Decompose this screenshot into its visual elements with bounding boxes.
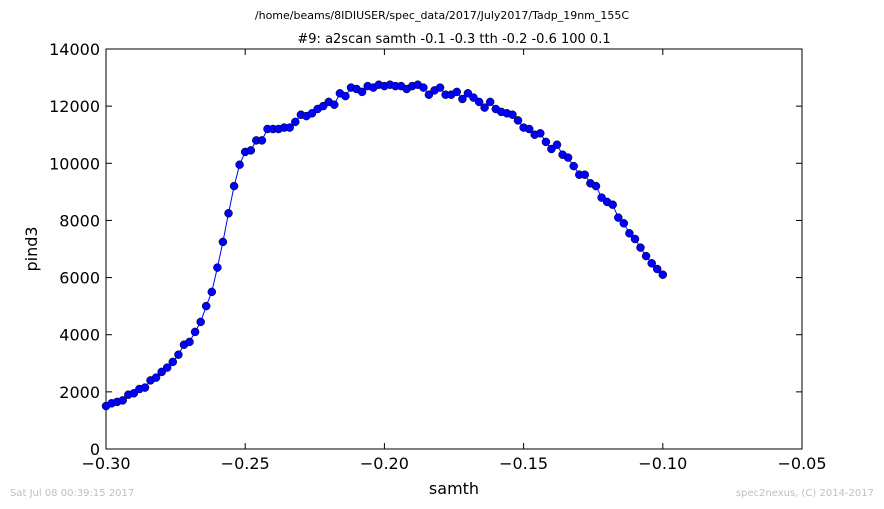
data-point <box>435 83 445 92</box>
x-tick-label: −0.20 <box>360 454 409 473</box>
data-point <box>463 89 473 98</box>
x-tick-label: −0.30 <box>81 454 130 473</box>
data-point <box>552 140 562 149</box>
data-point <box>614 213 623 222</box>
data-point <box>563 153 573 162</box>
y-axis-label: pind3 <box>22 226 41 271</box>
data-point <box>162 363 172 372</box>
data-point <box>641 251 651 261</box>
data-point <box>424 90 434 99</box>
data-point <box>658 270 668 279</box>
data-point <box>513 116 523 125</box>
chart-title: #9: a2scan samth -0.1 -0.3 tth -0.2 -0.6… <box>297 32 610 47</box>
data-point <box>357 87 367 97</box>
data-point <box>524 124 534 134</box>
data-point <box>190 327 200 337</box>
data-point <box>625 229 634 238</box>
data-point <box>458 94 467 104</box>
data-point <box>508 110 517 119</box>
data-point <box>608 200 617 209</box>
plot-area <box>105 48 803 450</box>
footer-timestamp: Sat Jul 08 00:39:15 2017 <box>10 488 135 499</box>
data-point <box>307 109 317 118</box>
y-tick-label: 6000 <box>59 269 100 288</box>
x-tick-label: −0.05 <box>777 454 826 473</box>
x-axis-label: samth <box>429 479 479 498</box>
y-tick-label: 8000 <box>59 211 100 230</box>
data-point <box>151 373 161 382</box>
data-point <box>536 129 545 138</box>
data-point <box>129 389 139 398</box>
data-point <box>569 161 578 171</box>
data-point <box>229 181 239 191</box>
data-point <box>235 160 244 169</box>
y-tick-label: 10000 <box>49 154 100 173</box>
x-axis: −0.30 −0.25 −0.20 −0.15 −0.10 −0.05 <box>81 49 827 473</box>
data-point <box>469 93 478 102</box>
data-point <box>619 219 629 228</box>
plot-frame <box>105 48 803 450</box>
data-point <box>452 87 462 97</box>
data-point <box>218 237 228 247</box>
data-point <box>652 264 662 274</box>
data-point <box>207 287 217 297</box>
y-tick-label: 0 <box>90 440 100 459</box>
data-point <box>257 136 267 145</box>
chart-suptitle: /home/beams/8IDIUSER/spec_data/2017/July… <box>255 9 630 22</box>
y-tick-label: 4000 <box>59 326 100 345</box>
data-point <box>480 103 489 112</box>
x-tick-label: −0.25 <box>221 454 270 473</box>
data-point <box>168 357 178 367</box>
data-point <box>185 337 194 347</box>
data-point <box>591 181 601 191</box>
data-point <box>580 170 590 179</box>
data-point <box>140 383 150 392</box>
data-point <box>246 146 256 155</box>
data-point <box>419 83 428 92</box>
data-point <box>201 301 211 311</box>
data-point <box>636 243 645 252</box>
footer-credit: spec2nexus, (C) 2014-2017 <box>735 488 874 499</box>
data-point <box>118 396 127 405</box>
data-point <box>330 100 339 109</box>
data-point <box>630 234 640 244</box>
y-tick-label: 2000 <box>59 383 100 402</box>
data-point <box>647 259 656 268</box>
x-tick-label: −0.15 <box>499 454 548 473</box>
data-series <box>101 80 668 411</box>
data-point <box>285 123 294 132</box>
data-point <box>174 350 183 359</box>
data-point <box>224 209 233 218</box>
y-axis: 0 2000 4000 6000 8000 10000 12000 14000 <box>49 40 802 459</box>
data-point <box>213 263 222 272</box>
data-point <box>474 97 484 107</box>
data-point <box>485 97 495 107</box>
y-tick-label: 12000 <box>49 97 100 116</box>
data-point <box>541 137 551 147</box>
data-point <box>196 317 205 327</box>
data-point <box>547 144 556 154</box>
y-tick-label: 14000 <box>49 40 100 59</box>
data-point <box>341 91 350 101</box>
x-tick-label: −0.10 <box>638 454 687 473</box>
data-point <box>291 117 300 127</box>
